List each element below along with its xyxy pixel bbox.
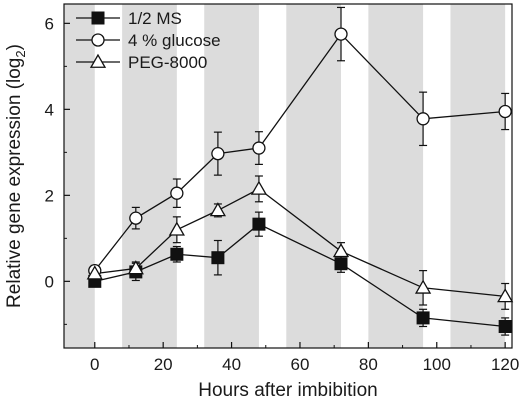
y-axis-label-close: ) [4,44,25,50]
shaded-band [368,4,424,348]
square-marker [170,247,184,261]
circle-marker [498,104,512,119]
circle-marker [252,141,266,155]
square-marker [91,11,105,25]
series-line [94,33,506,272]
triangle-marker [497,288,514,303]
triangle-marker [89,53,107,68]
series-layer [86,6,514,336]
series-line [94,188,506,298]
shaded-band [122,4,177,348]
y-axis-label-main: Relative gene expression (log [4,58,25,308]
circle-marker [211,146,225,161]
series-line [94,223,506,328]
circle-marker [416,112,430,126]
y-tick-label: 0 [45,272,54,291]
legend-label: 4 % glucose [128,31,221,50]
triangle-marker [168,221,185,236]
triangle-marker [414,279,432,294]
triangle-marker [86,265,103,280]
shaded-band [286,4,342,348]
x-tick-label: 20 [154,355,173,374]
triangle-marker [250,180,268,195]
plot-frame [63,3,513,349]
shaded-bands [64,4,506,348]
axis-ticks: 0 20 40 60 80 100 120 0 2 4 6 [45,14,520,374]
triangle-marker [127,260,144,275]
y-tick-label: 6 [45,14,54,33]
legend-item: 4 % glucose [76,31,221,50]
square-marker [498,320,512,333]
circle-marker [334,27,348,41]
shaded-band [204,4,259,348]
x-tick-label: 60 [291,355,310,374]
y-axis-label-subscript: 2 [13,50,28,57]
plot-border [63,3,513,349]
square-marker [211,251,225,265]
triangle-marker [209,202,227,217]
legend-label: 1/2 MS [128,9,182,28]
shaded-band [64,4,95,348]
square-marker [252,217,266,231]
x-tick-label: 0 [90,355,99,374]
square-marker [334,257,348,271]
triangle-marker [332,242,350,258]
legend-item: 1/2 MS [76,9,182,28]
x-tick-label: 120 [491,355,519,374]
square-marker [416,311,430,325]
x-tick-label: 100 [423,355,451,374]
x-tick-label: 40 [222,355,241,374]
y-tick-label: 2 [45,186,54,205]
legend-item: PEG-8000 [76,53,207,72]
legend: 1/2 MS 4 % glucose PEG-8000 [76,9,221,72]
circle-marker [129,211,143,225]
series-markers-2 [86,180,514,303]
y-axis-label: Relative gene expression (log2) [4,44,28,308]
legend-label: PEG-8000 [128,53,207,72]
x-tick-label: 80 [359,355,378,374]
circle-marker [91,33,105,47]
shaded-band [450,4,506,348]
x-axis-label: Hours after imbibition [198,380,378,401]
y-tick-label: 4 [45,100,54,119]
circle-marker [170,186,184,200]
